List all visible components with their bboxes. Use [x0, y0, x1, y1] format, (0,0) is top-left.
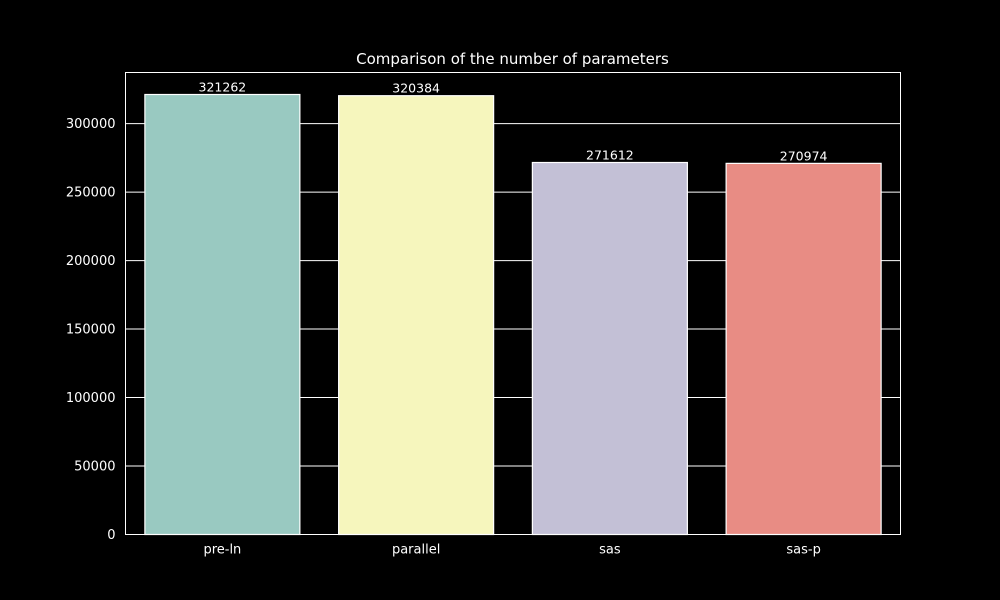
y-tick-label: 50000 [74, 460, 115, 475]
y-tick-label: 0 [107, 528, 115, 543]
y-tick-label: 200000 [66, 254, 116, 269]
y-tick-label: 250000 [66, 186, 116, 201]
bar-sas [531, 161, 688, 536]
chart-title: Comparison of the number of parameters [356, 50, 669, 68]
bar-value-label: 271612 [586, 148, 634, 163]
y-tick-label: 300000 [66, 117, 116, 132]
x-tick-label: parallel [392, 543, 440, 558]
bar-pre-ln [144, 93, 301, 536]
bar-value-label: 321262 [199, 80, 247, 95]
data-labels: 321262 320384 271612 270974 [199, 80, 828, 164]
bar-parallel [338, 95, 495, 536]
bar-value-label: 270974 [780, 148, 828, 163]
x-tick-label: pre-ln [203, 543, 241, 558]
x-axis-ticks: pre-ln parallel sas sas-p [203, 543, 820, 558]
y-axis-ticks: 0 50000 100000 150000 200000 250000 300000 [66, 117, 116, 543]
y-tick-label: 150000 [66, 323, 116, 338]
x-tick-label: sas [599, 543, 621, 558]
x-tick-label: sas-p [786, 543, 820, 558]
bar-sas-p [725, 162, 882, 536]
plot-area-frame [125, 72, 901, 535]
y-tick-label: 100000 [66, 391, 116, 406]
bar-value-label: 320384 [392, 81, 440, 96]
